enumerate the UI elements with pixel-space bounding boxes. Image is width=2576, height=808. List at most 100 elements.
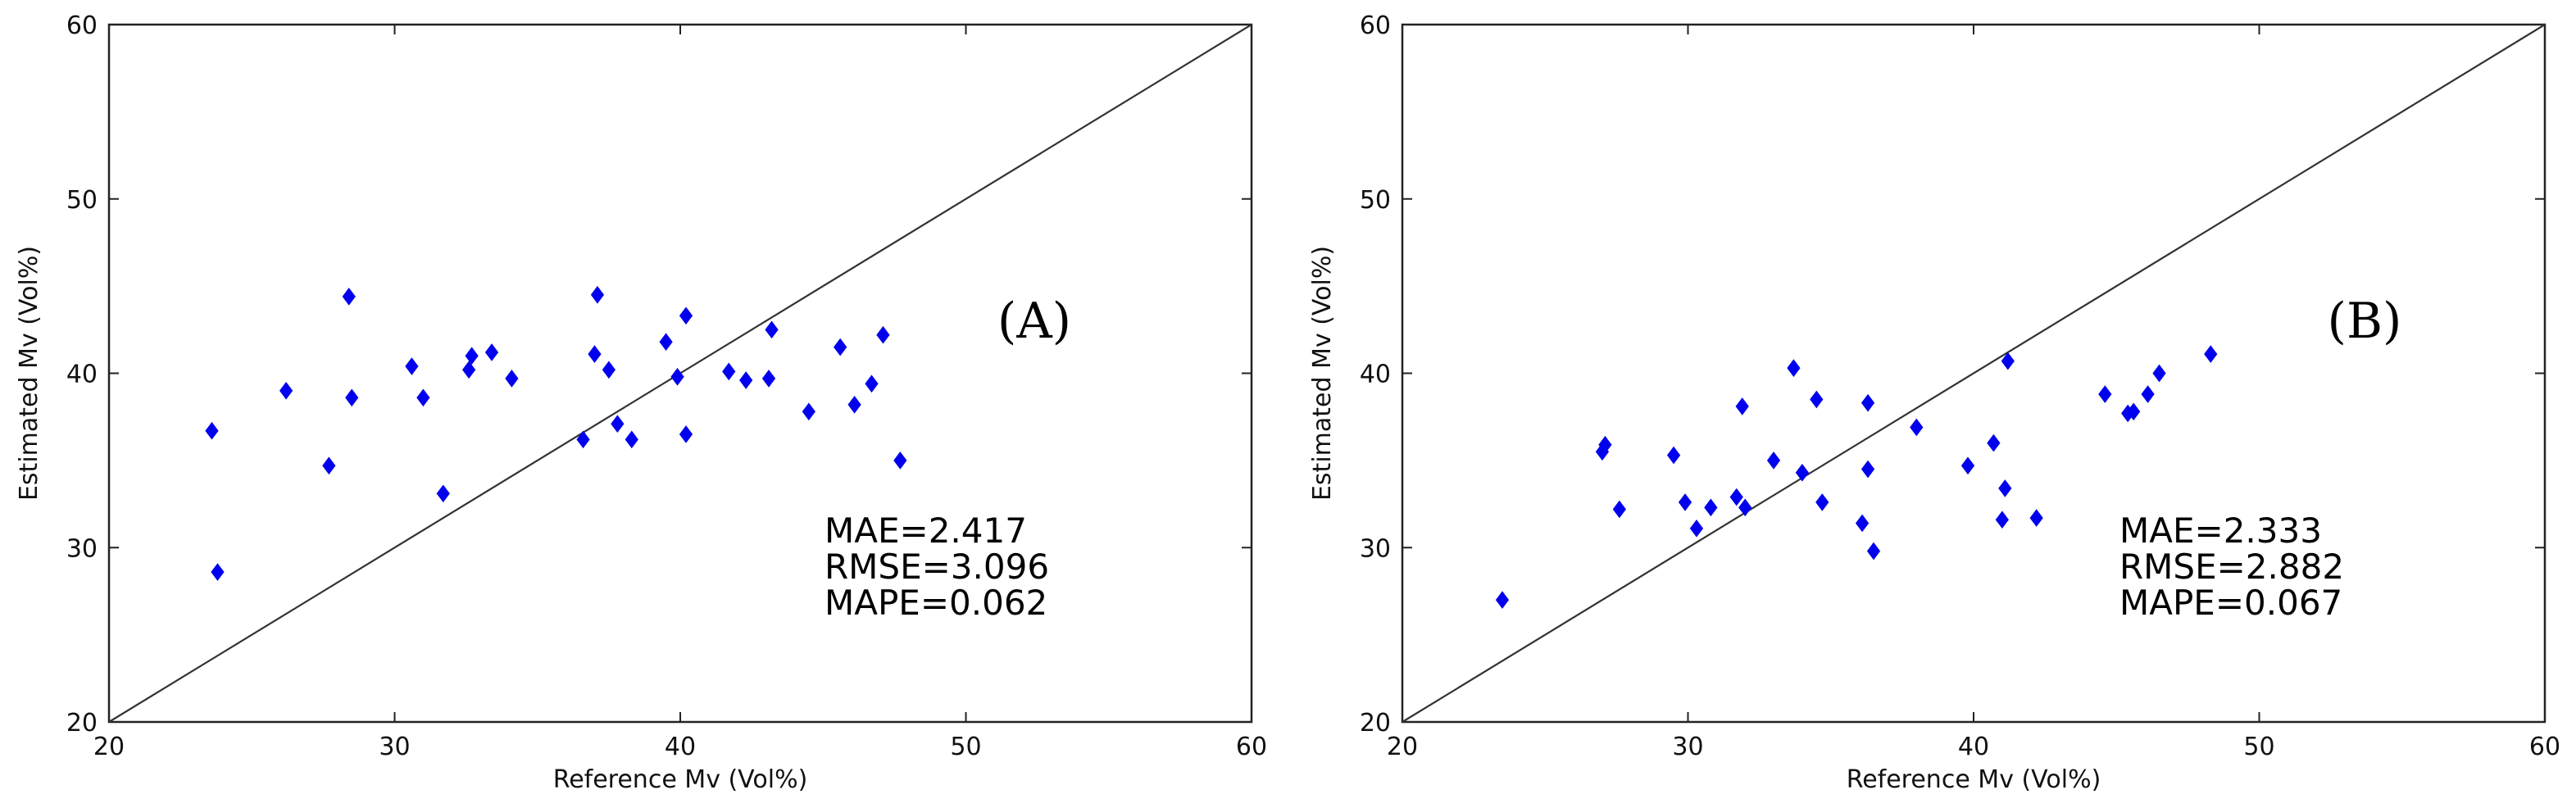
data-point	[2098, 385, 2112, 403]
y-tick-label: 20	[1360, 709, 1391, 738]
data-point	[1729, 488, 1743, 506]
data-point	[1787, 359, 1801, 377]
y-tick-label: 30	[66, 534, 98, 563]
y-axis-label: Estimated Mv (Vol%)	[1308, 246, 1337, 501]
data-point	[2141, 385, 2155, 403]
y-axis-label: Estimated Mv (Vol%)	[15, 246, 43, 501]
data-point	[1998, 479, 2012, 497]
data-point	[865, 374, 879, 393]
data-point	[1860, 460, 1875, 479]
data-point	[1810, 390, 1824, 409]
y-tick-label: 20	[66, 709, 98, 738]
reference-line-1to1	[1402, 24, 2546, 723]
data-point	[505, 370, 519, 388]
data-point	[1735, 397, 1749, 415]
data-point	[1666, 446, 1681, 465]
x-tick-label: 20	[1387, 733, 1418, 761]
data-point	[761, 370, 776, 388]
data-point	[1855, 514, 1870, 533]
data-point	[1598, 435, 1612, 454]
stat-mae: MAE=2.417	[825, 511, 1027, 551]
data-point	[765, 320, 779, 339]
data-point	[893, 452, 907, 470]
data-point	[436, 484, 450, 503]
data-point	[1704, 498, 1718, 517]
data-point	[659, 333, 673, 352]
data-point	[1815, 493, 1829, 511]
data-point	[602, 361, 616, 379]
data-point	[2029, 509, 2043, 527]
x-tick-label: 40	[665, 733, 696, 761]
data-point	[322, 456, 336, 475]
data-point	[1960, 456, 1975, 475]
data-point	[1987, 434, 2001, 452]
data-point	[1860, 393, 1875, 412]
data-point	[802, 402, 816, 421]
data-point	[1766, 452, 1781, 470]
data-point	[461, 361, 476, 379]
data-point	[1995, 511, 2009, 529]
data-point	[670, 367, 684, 386]
data-point	[465, 347, 479, 365]
data-point	[625, 430, 638, 449]
data-point	[279, 381, 293, 400]
data-point	[722, 362, 736, 381]
data-point	[847, 395, 861, 414]
x-tick-label: 20	[93, 733, 125, 761]
x-tick-label: 50	[950, 733, 981, 761]
y-tick-label: 50	[1360, 186, 1391, 215]
data-point	[416, 388, 430, 407]
data-point	[1495, 591, 1510, 609]
y-tick-label: 60	[1360, 11, 1391, 40]
x-tick-label: 60	[1236, 733, 1267, 761]
data-point	[590, 285, 605, 304]
data-point	[2204, 345, 2218, 363]
y-tick-label: 40	[1360, 361, 1391, 389]
data-point	[2127, 402, 2141, 421]
data-point	[739, 371, 753, 389]
data-point	[1866, 542, 1881, 561]
data-point	[1678, 493, 1692, 511]
data-point	[2001, 352, 2015, 370]
x-tick-label: 50	[2243, 733, 2274, 761]
data-point	[345, 388, 359, 407]
x-tick-label: 30	[1672, 733, 1703, 761]
stat-mape: MAPE=0.067	[2119, 583, 2342, 623]
data-point	[342, 288, 356, 306]
data-point	[576, 430, 590, 449]
data-point	[1910, 418, 1924, 437]
data-point	[205, 421, 219, 440]
x-tick-label: 30	[379, 733, 410, 761]
data-point	[405, 357, 419, 375]
y-tick-label: 30	[1360, 534, 1391, 563]
data-point	[484, 343, 499, 361]
panel-label: (A)	[997, 293, 1071, 350]
stat-rmse: RMSE=2.882	[2119, 547, 2344, 587]
panel-label: (B)	[2328, 293, 2402, 350]
data-point	[679, 425, 693, 443]
data-point	[1738, 498, 1752, 517]
y-tick-label: 40	[66, 361, 98, 389]
stat-mae: MAE=2.333	[2119, 511, 2322, 551]
data-point	[588, 345, 602, 363]
data-point	[834, 338, 847, 356]
stat-rmse: RMSE=3.096	[825, 547, 1049, 587]
stat-mape: MAPE=0.062	[825, 583, 1047, 623]
data-point	[611, 415, 625, 434]
scatter-panel-b: 20 30 40 50 60 20 30 40 50 60 Reference Mv (Vol%) E…	[1308, 11, 2560, 794]
data-point	[1795, 463, 1810, 482]
x-tick-label: 40	[1958, 733, 1989, 761]
x-axis-label: Reference Mv (Vol%)	[1847, 765, 2101, 794]
x-tick-label: 60	[2529, 733, 2560, 761]
data-point	[876, 325, 890, 344]
data-point	[1689, 520, 1704, 538]
y-tick-label: 60	[66, 11, 98, 40]
data-point	[211, 563, 225, 581]
data-point	[679, 306, 693, 325]
x-axis-label: Reference Mv (Vol%)	[553, 765, 808, 794]
scatter-panel-a: 20 30 40 50 60 20 30 40 50 60 Reference Mv (Vol%) E…	[15, 11, 1267, 794]
y-tick-label: 50	[66, 186, 98, 215]
data-point	[2152, 364, 2166, 383]
data-point	[1612, 500, 1626, 519]
